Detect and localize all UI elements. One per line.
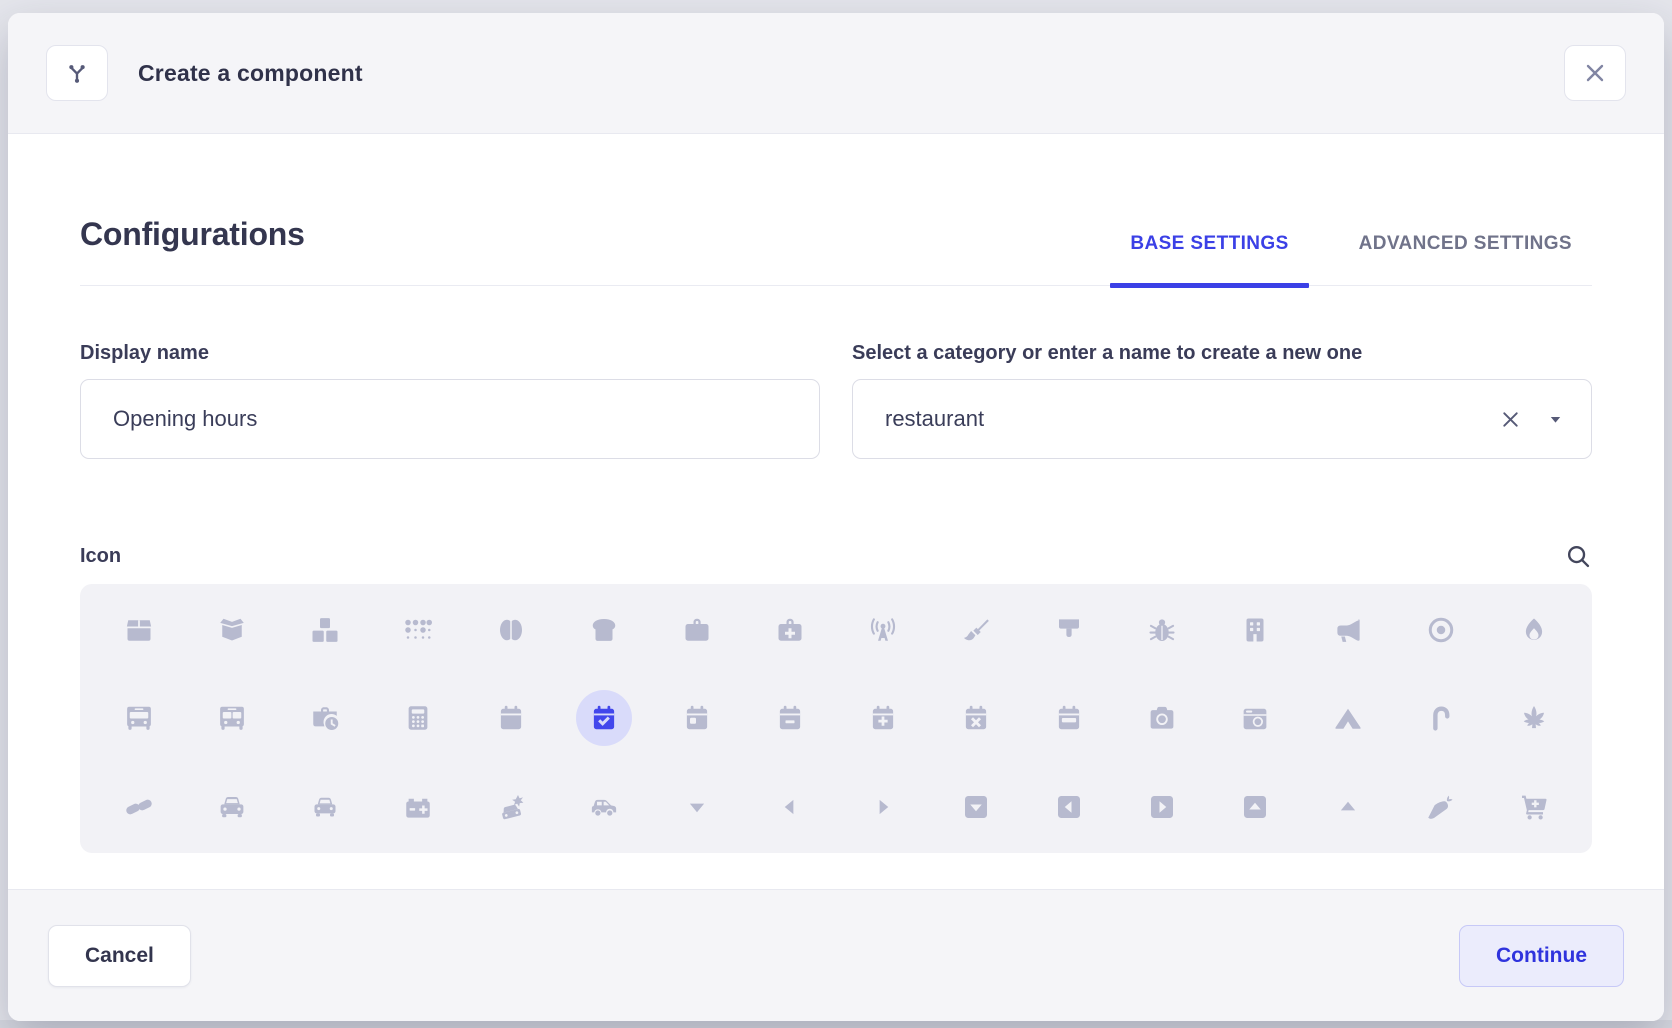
icon-brain[interactable] (483, 602, 539, 658)
icon-calendar[interactable] (483, 690, 539, 746)
icon-cannabis[interactable] (1506, 690, 1562, 746)
tab-base-settings[interactable]: BASE SETTINGS (1110, 233, 1309, 288)
clear-x-icon[interactable] (1499, 408, 1522, 431)
icon-calendar-week[interactable] (1041, 690, 1097, 746)
create-component-modal: Create a component Configurations BASE S… (8, 13, 1664, 1021)
icon-calendar-plus[interactable] (855, 690, 911, 746)
modal-title: Create a component (138, 59, 363, 86)
modal-footer: Cancel Continue (8, 889, 1664, 1021)
form-fields: Display name Select a category or enter … (80, 342, 1592, 459)
display-name-field-group: Display name (80, 342, 820, 459)
icon-caret-down[interactable] (669, 779, 725, 835)
icon-brush[interactable] (1041, 602, 1097, 658)
icon-bus-alt[interactable] (204, 690, 260, 746)
icon-bus[interactable] (111, 690, 167, 746)
display-name-label: Display name (80, 342, 209, 364)
icon-carrot[interactable] (1413, 779, 1469, 835)
icon-caret-square-left[interactable] (1041, 779, 1097, 835)
icon-bullseye[interactable] (1413, 602, 1469, 658)
icon-briefcase[interactable] (669, 602, 725, 658)
icon-car-side[interactable] (576, 779, 632, 835)
icon-broadcast-tower[interactable] (855, 602, 911, 658)
icon-building[interactable] (1227, 602, 1283, 658)
icon-caret-square-down[interactable] (948, 779, 1004, 835)
icon-box[interactable] (111, 602, 167, 658)
modal-header: Create a component (8, 13, 1664, 134)
icon-caret-right[interactable] (855, 779, 911, 835)
icon-calendar-day[interactable] (669, 690, 725, 746)
icon-candy-cane[interactable] (1413, 690, 1469, 746)
icon-car-alt[interactable] (297, 779, 353, 835)
icon-caret-square-up[interactable] (1227, 779, 1283, 835)
icon-broom[interactable] (948, 602, 1004, 658)
component-branch-icon (46, 45, 108, 101)
icon-bullhorn[interactable] (1320, 602, 1376, 658)
icon-grid (80, 584, 1592, 853)
icon-cart-plus[interactable] (1506, 779, 1562, 835)
display-name-input[interactable] (80, 379, 820, 459)
continue-button[interactable]: Continue (1459, 924, 1624, 987)
icon-car-crash[interactable] (483, 779, 539, 835)
icon-car-battery[interactable] (390, 779, 446, 835)
section-head: Configurations BASE SETTINGS ADVANCED SE… (80, 216, 1592, 288)
icon-calendar-check[interactable] (575, 690, 632, 747)
category-select[interactable]: restaurant (852, 379, 1592, 459)
category-field-group: Select a category or enter a name to cre… (852, 342, 1592, 459)
icon-camera[interactable] (1134, 690, 1190, 746)
icon-braille[interactable] (390, 602, 446, 658)
modal-body: Configurations BASE SETTINGS ADVANCED SE… (8, 134, 1664, 889)
settings-tabs: BASE SETTINGS ADVANCED SETTINGS (1110, 233, 1592, 288)
icon-camera-retro[interactable] (1227, 690, 1283, 746)
icon-burn[interactable] (1506, 602, 1562, 658)
icon-calendar-times[interactable] (948, 690, 1004, 746)
icon-caret-left[interactable] (762, 779, 818, 835)
category-value: restaurant (885, 406, 985, 431)
icon-caret-up[interactable] (1320, 779, 1376, 835)
icon-caret-square-right[interactable] (1134, 779, 1190, 835)
icon-box-open[interactable] (204, 602, 260, 658)
page-title: Configurations (80, 216, 305, 252)
page-background (0, 1020, 1672, 1028)
icon-campground[interactable] (1320, 690, 1376, 746)
icon-picker-head: Icon (80, 543, 1592, 570)
cancel-button[interactable]: Cancel (48, 924, 191, 987)
icon-calendar-minus[interactable] (762, 690, 818, 746)
tab-advanced-settings[interactable]: ADVANCED SETTINGS (1358, 233, 1572, 254)
icon-bug[interactable] (1134, 602, 1190, 658)
icon-business-time[interactable] (297, 690, 353, 746)
search-icon[interactable] (1565, 543, 1592, 570)
close-icon (1583, 61, 1607, 85)
icon-bread-slice[interactable] (576, 602, 632, 658)
icon-car[interactable] (204, 779, 260, 835)
icon-briefcase-medical[interactable] (762, 602, 818, 658)
icon-picker-label: Icon (80, 545, 122, 567)
icon-boxes[interactable] (297, 602, 353, 658)
category-label: Select a category or enter a name to cre… (852, 342, 1363, 364)
icon-calculator[interactable] (390, 690, 446, 746)
close-button[interactable] (1564, 45, 1626, 101)
caret-down-icon[interactable] (1548, 412, 1563, 427)
icon-capsules[interactable] (111, 779, 167, 835)
